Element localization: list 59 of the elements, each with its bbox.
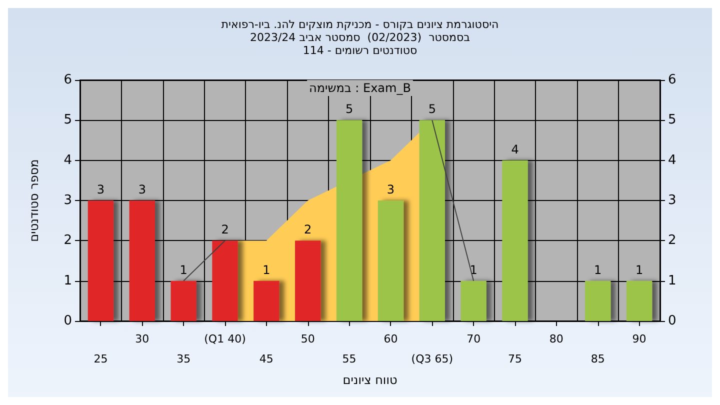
- x-tick-label: 80: [549, 332, 564, 346]
- y2-tick-label: 0: [668, 314, 676, 328]
- data-label: 1: [635, 262, 644, 277]
- x-tick-label: 70: [466, 332, 481, 346]
- bar: [502, 160, 528, 321]
- data-label: 5: [428, 102, 436, 116]
- y-tick-label: 0: [64, 314, 72, 328]
- x-tick-label: 35: [176, 352, 191, 366]
- data-label: 1: [262, 262, 270, 277]
- annotation: במשימה : Exam_B: [309, 81, 411, 95]
- x-tick-label: (Q1 40): [204, 332, 246, 346]
- data-label: 3: [386, 182, 395, 196]
- y-tick-label: 4: [64, 152, 72, 168]
- x-tick-label: 45: [259, 352, 274, 366]
- bar: [419, 120, 445, 321]
- bar: [254, 280, 280, 321]
- y-axis-title: מספר סטודנטים: [27, 159, 41, 242]
- bar: [460, 280, 486, 321]
- x-tick-label: 60: [384, 332, 398, 346]
- x-tick-label: 30: [135, 332, 150, 346]
- bar: [88, 200, 114, 321]
- x-tick-label: (Q3 65): [411, 352, 454, 366]
- x-tick-label: 75: [508, 352, 522, 366]
- y2-tick-label: 5: [668, 112, 676, 128]
- bar: [585, 280, 611, 321]
- y2-tick-label: 2: [668, 233, 676, 248]
- x-tick-label: 50: [300, 332, 315, 346]
- data-label: 2: [221, 222, 229, 237]
- data-label: 5: [345, 102, 354, 116]
- bar: [295, 240, 321, 321]
- data-label: 1: [180, 262, 188, 277]
- y2-tick-label: 3: [668, 193, 676, 208]
- y2-tick-label: 6: [668, 72, 676, 88]
- y-tick-label: 5: [64, 112, 72, 128]
- data-label: 4: [511, 142, 519, 156]
- x-tick-label: 90: [632, 332, 646, 346]
- chart-title: היסטוגרמת ציונים בקורס - מכניקת מוצקים להנ. ביו-רפואית: [221, 18, 499, 31]
- data-label: 1: [470, 262, 478, 277]
- x-tick-label: 55: [342, 352, 356, 366]
- bar: [170, 280, 196, 321]
- bar: [336, 120, 362, 321]
- data-label: 3: [138, 182, 146, 196]
- bar: [378, 200, 404, 321]
- y-tick-label: 6: [64, 72, 72, 88]
- bar: [212, 240, 238, 321]
- x-tick-label: 25: [94, 352, 108, 366]
- x-tick-label: 85: [590, 352, 605, 366]
- y-tick-label: 2: [64, 233, 72, 248]
- y2-tick-label: 4: [668, 152, 676, 168]
- data-label: 3: [96, 182, 105, 196]
- y2-tick-label: 1: [668, 273, 676, 288]
- data-label: 1: [594, 262, 602, 277]
- y-tick-label: 1: [64, 273, 72, 288]
- x-axis-title: טווח ציונים: [342, 372, 398, 387]
- bar: [129, 200, 155, 321]
- data-label: 2: [304, 222, 312, 237]
- chart-subtitle: בסמסטר (02/2023) סמסטר אביב 2023/24 סטודנטים רשומים - 114: [250, 31, 470, 57]
- y-tick-label: 3: [64, 193, 72, 208]
- bar: [626, 280, 652, 321]
